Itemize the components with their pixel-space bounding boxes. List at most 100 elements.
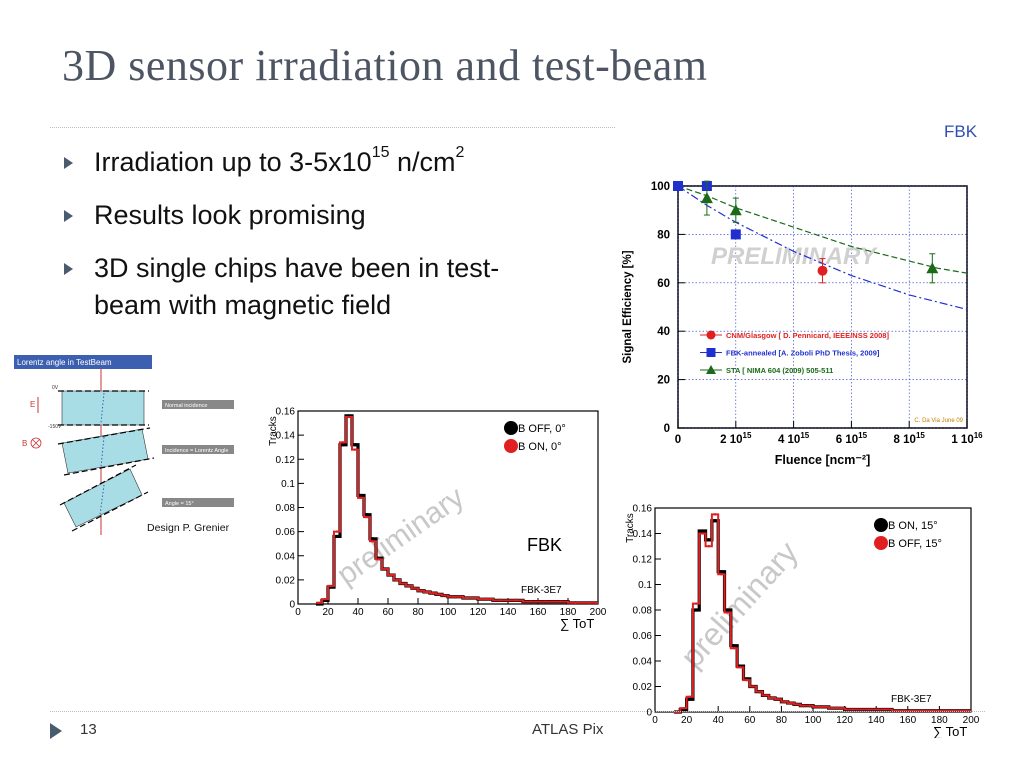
label-15-degrees: Angle = 15° <box>165 501 194 507</box>
data-point <box>770 696 774 700</box>
y-tick-label: 0.08 <box>276 503 296 514</box>
bullet-text-unit: n/cm <box>389 147 456 177</box>
data-point <box>796 703 799 706</box>
bullet-text: Irradiation up to 3-5x10 <box>94 147 372 177</box>
data-point <box>425 590 429 594</box>
y-tick-label: 100 <box>651 181 670 193</box>
data-point <box>707 538 711 542</box>
data-point <box>335 534 339 539</box>
data-point <box>401 582 405 585</box>
data-point <box>395 578 399 582</box>
sensor-15deg <box>63 468 143 528</box>
x-tick-label: 80 <box>776 715 788 726</box>
x-tick-label: 1 1016 <box>951 431 983 446</box>
x-tick-label: 20 <box>322 607 334 618</box>
data-point <box>707 545 710 548</box>
data-point <box>469 596 472 600</box>
y-tick-label: 0 <box>646 708 652 719</box>
data-point <box>808 704 812 707</box>
data-point <box>694 608 698 612</box>
label-box <box>162 400 234 409</box>
data-point <box>719 570 723 574</box>
x-tick-base: 8 10 <box>894 434 916 446</box>
data-point <box>443 594 447 597</box>
x-tick-exponent: 15 <box>858 431 867 440</box>
data-point <box>544 600 547 603</box>
legend-label: FBK-annealed [A. Zoboli PhD Thesis, 2009… <box>726 349 880 358</box>
data-point <box>700 529 704 533</box>
data-point <box>574 601 577 604</box>
data-point <box>341 443 345 447</box>
data-point <box>317 601 321 604</box>
x-tick-label: 120 <box>470 607 487 618</box>
legend-label: CNM/Glasgow [ D. Pennicard, IEEE/NSS 200… <box>726 331 889 340</box>
y-tick-label: 0.16 <box>276 407 296 418</box>
data-point <box>594 601 598 604</box>
data-point-triangle <box>700 192 713 204</box>
bullet-arrow-icon <box>64 210 73 222</box>
x-tick-base: 6 10 <box>836 434 858 446</box>
data-point <box>726 611 729 614</box>
title-divider <box>50 127 615 128</box>
data-point <box>726 608 730 612</box>
fbk-label: FBK <box>944 122 978 141</box>
x-tick-label: 40 <box>352 607 364 618</box>
lorentz-angle-diagram: Lorentz angle in TestBeam 0V -150V E B N… <box>14 355 234 535</box>
legend-label: B OFF, 15° <box>888 538 942 550</box>
data-point <box>758 690 761 693</box>
data-point <box>701 532 704 535</box>
x-tick-label: 20 <box>681 715 693 726</box>
y-tick-label: 0 <box>664 423 670 435</box>
exponent: 2 <box>455 144 465 161</box>
label-lorentz-angle: Incidence = Lorentz Angle <box>165 448 228 454</box>
y-tick-label: 0.1 <box>638 580 652 591</box>
data-point <box>454 595 457 598</box>
label-normal-incidence: Normal incidence <box>165 403 208 409</box>
x-tick-base: 2 10 <box>720 434 742 446</box>
y-axis-label: Signal Efficiency [%] <box>622 250 634 363</box>
x-tick-label: 160 <box>530 607 547 618</box>
data-point <box>514 599 517 602</box>
y-tick-label: 0.14 <box>276 431 296 442</box>
label-box <box>162 498 234 507</box>
legend-label: STA [ NIMA 604 (2009) 505-511 <box>726 366 833 375</box>
data-point <box>732 647 736 650</box>
x-tick-label: 60 <box>744 715 756 726</box>
fit-curve <box>677 185 968 274</box>
x-tick-base: 0 <box>675 434 681 446</box>
y-tick-label: 0 <box>289 600 295 611</box>
data-point <box>353 448 357 451</box>
bullet-arrow-icon <box>64 263 73 275</box>
data-point <box>377 558 381 561</box>
data-point-square <box>730 229 741 240</box>
y-tick-label: 0.16 <box>633 504 653 515</box>
bullet-results: Results look promising <box>60 197 620 234</box>
legend-marker <box>504 421 518 435</box>
data-point <box>682 706 685 710</box>
data-point <box>688 697 692 701</box>
x-tick-label: 140 <box>868 715 885 726</box>
x-axis-label: ∑ ToT <box>560 616 594 631</box>
x-tick-exponent: 15 <box>743 431 752 440</box>
legend-marker <box>874 518 888 532</box>
x-tick-label: 60 <box>382 607 394 618</box>
x-tick-label: 120 <box>836 715 853 726</box>
data-point <box>407 584 411 588</box>
data-point <box>783 700 786 703</box>
data-point <box>587 601 591 604</box>
data-point <box>720 573 723 576</box>
x-tick-label: 140 <box>500 607 517 618</box>
annotation-sample: FBK-3E7 <box>521 585 562 596</box>
x-tick-label: 8 1015 <box>894 431 926 446</box>
y-tick-label: 20 <box>657 375 670 387</box>
data-point <box>694 602 698 605</box>
y-axis-label: Tracks <box>268 416 279 446</box>
x-tick-label: 100 <box>805 715 822 726</box>
data-point <box>329 584 333 588</box>
data-point <box>559 600 562 603</box>
data-point <box>353 443 357 447</box>
y-tick-label: 0.04 <box>276 551 296 562</box>
